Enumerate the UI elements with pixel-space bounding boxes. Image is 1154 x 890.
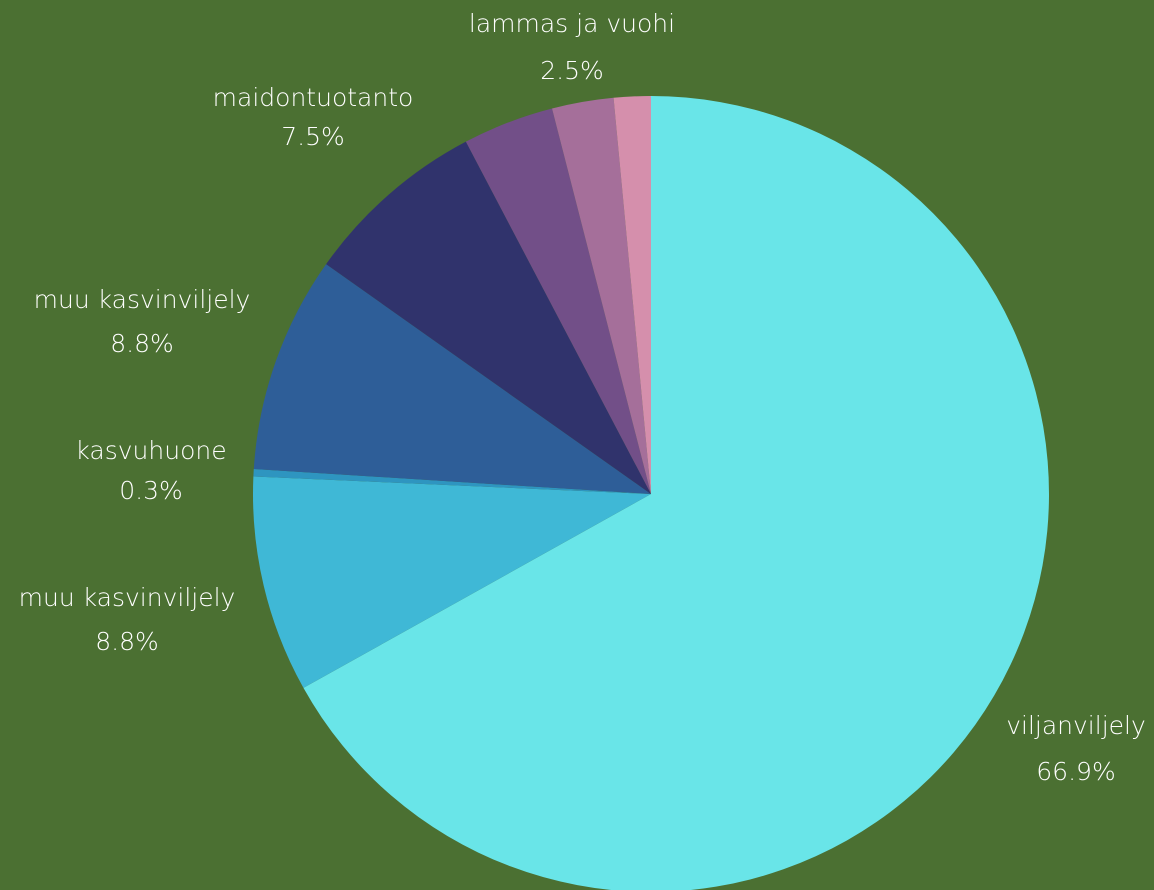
label-maidontuotanto: maidontuotanto [213, 83, 414, 112]
pie-slice-2 [253, 469, 651, 494]
pie-slice-6 [552, 97, 651, 495]
pie-slice-5 [465, 108, 651, 494]
percent-muu-kasvinviljely-2: 8.8% [110, 329, 174, 358]
label-viljanviljely: viljanviljely [1006, 711, 1146, 740]
percent-maidontuotanto: 7.5% [281, 122, 345, 151]
percent-muu-kasvinviljely-1: 8.8% [95, 627, 159, 656]
percent-viljanviljely: 66.9% [1036, 757, 1115, 786]
label-kasvuhuone: kasvuhuone [75, 436, 226, 465]
pie-slice-7 [613, 96, 651, 494]
percent-kasvuhuone: 0.3% [119, 476, 183, 505]
percent-lammas-ja-vuohi: 2.5% [540, 56, 604, 85]
pie-slices [252, 96, 1049, 890]
label-lammas-ja-vuohi: lammas ja vuohi [469, 9, 675, 38]
pie-slice-3 [253, 264, 652, 494]
label-muu-kasvinviljely-2: muu kasvinviljely [34, 285, 251, 314]
pie-slice-4 [326, 141, 651, 494]
pie-slice-0 [303, 96, 1049, 890]
label-muu-kasvinviljely-1: muu kasvinviljely [19, 583, 236, 612]
pie-slice-1 [252, 476, 651, 688]
slice-labels: viljanviljely 66.9% muu kasvinviljely 8.… [19, 9, 1146, 786]
